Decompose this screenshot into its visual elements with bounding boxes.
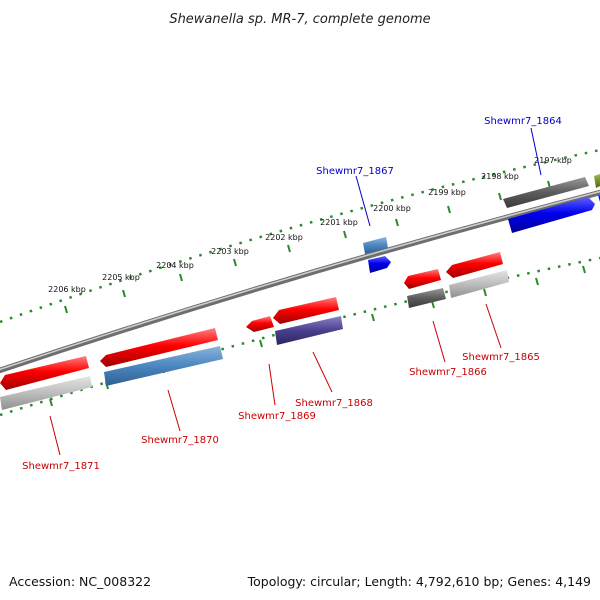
major-tick (233, 258, 237, 267)
topology-summary: Topology: circular; Length: 4,792,610 bp… (247, 574, 591, 589)
genome-backbone (0, 189, 600, 374)
major-tick (395, 218, 399, 227)
genome-backbone-highlight (0, 190, 600, 371)
gene-1866-leader (432, 320, 446, 363)
feature-steel (363, 237, 388, 254)
tick-label: 2201 kbp (320, 218, 358, 227)
tick-label: 2202 kbp (265, 233, 303, 242)
major-tick (287, 244, 291, 253)
tick-label: 2203 kbp (211, 247, 249, 256)
major-tick (498, 192, 502, 201)
tick-label: 2206 kbp (48, 285, 86, 294)
major-tick (49, 398, 53, 407)
gene-label-shewmr7-1870[interactable]: Shewmr7_1870 (141, 435, 219, 446)
feature-dark-gray (503, 177, 589, 208)
gene-1864-leader (530, 127, 542, 176)
feature-steel (104, 346, 223, 386)
feature-red (404, 269, 441, 289)
major-tick (371, 313, 375, 322)
feature-light-gray (449, 270, 509, 298)
major-tick (535, 277, 539, 286)
gene-label-shewmr7-1864[interactable]: Shewmr7_1864 (484, 116, 562, 127)
major-tick (259, 339, 263, 348)
major-tick (122, 289, 126, 298)
tick-label: 2205 kbp (102, 273, 140, 282)
major-tick (447, 205, 451, 214)
feature-red (100, 328, 218, 367)
major-tick (343, 230, 347, 239)
accession-text: Accession: NC_008322 (9, 574, 151, 589)
feature-dark-gray (407, 288, 446, 308)
feature-blue-small (368, 256, 391, 273)
major-tick (582, 265, 586, 274)
gene-label-shewmr7-1865[interactable]: Shewmr7_1865 (462, 352, 540, 363)
tick-label: 2200 kbp (373, 204, 411, 213)
gene-1871-leader (49, 415, 61, 456)
map-title: Shewanella sp. MR-7, complete genome (169, 12, 430, 27)
gene-label-shewmr7-1871[interactable]: Shewmr7_1871 (22, 461, 100, 472)
gene-1865-leader (485, 303, 502, 349)
feature-olive (594, 174, 600, 188)
gene-label-shewmr7-1868[interactable]: Shewmr7_1868 (295, 398, 373, 409)
feature-red (446, 252, 503, 278)
feature-red (0, 356, 89, 390)
gene-1870-leader (167, 389, 181, 432)
gene-label-shewmr7-1869[interactable]: Shewmr7_1869 (238, 411, 316, 422)
gene-1869-leader (268, 363, 276, 406)
gene-label-shewmr7-1866[interactable]: Shewmr7_1866 (409, 367, 487, 378)
gene-1867-leader (355, 175, 371, 227)
major-tick (483, 288, 487, 297)
gene-label-shewmr7-1867[interactable]: Shewmr7_1867 (316, 166, 394, 177)
feature-purple (275, 316, 343, 345)
feature-blue (508, 197, 595, 233)
gene-1868-leader (312, 351, 333, 393)
tick-label: 2204 kbp (156, 261, 194, 270)
forward-scale-line (0, 148, 600, 324)
tick-label: 2197 kbp (534, 156, 572, 165)
tick-label: 2198 kbp (481, 172, 519, 181)
feature-red (273, 297, 339, 324)
major-tick (179, 273, 183, 282)
feature-red (246, 316, 274, 332)
feature-light-gray (0, 376, 92, 410)
major-tick (64, 305, 68, 314)
tick-label: 2199 kbp (428, 188, 466, 197)
